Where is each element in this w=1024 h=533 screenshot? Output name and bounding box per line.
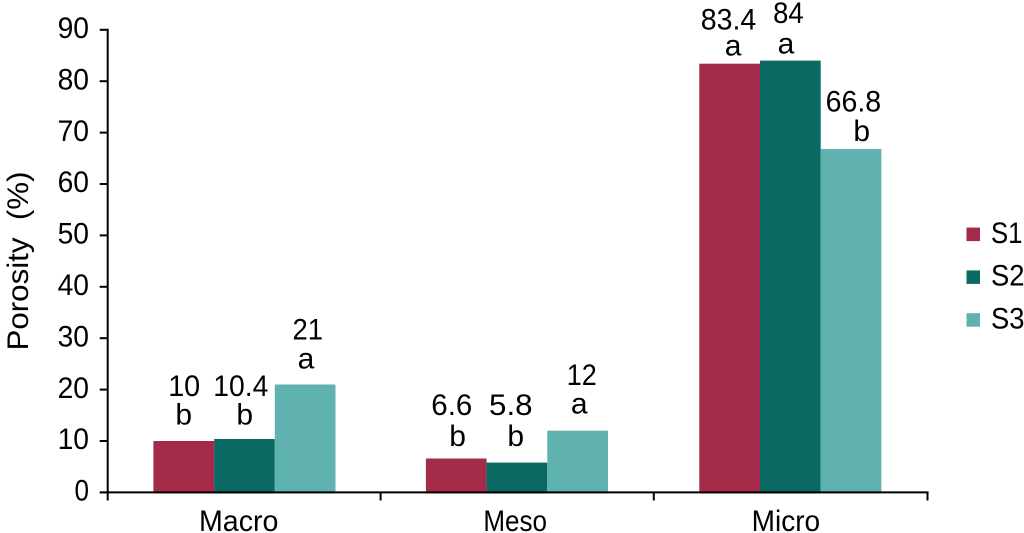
svg-text:a: a <box>571 388 588 421</box>
svg-text:5.8: 5.8 <box>489 389 533 422</box>
svg-text:b: b <box>449 420 466 453</box>
svg-text:66.8: 66.8 <box>826 85 882 118</box>
svg-text:a: a <box>298 343 315 376</box>
svg-text:70: 70 <box>58 115 89 148</box>
svg-text:S3: S3 <box>991 303 1024 336</box>
svg-text:10: 10 <box>58 423 89 456</box>
svg-text:60: 60 <box>58 166 89 199</box>
svg-text:S1: S1 <box>991 217 1023 250</box>
svg-text:a: a <box>778 28 795 61</box>
svg-text:10.4: 10.4 <box>213 370 268 403</box>
svg-text:a: a <box>725 30 742 63</box>
svg-text:b: b <box>236 399 253 432</box>
svg-text:50: 50 <box>58 218 89 251</box>
svg-text:84: 84 <box>773 0 804 30</box>
svg-text:Meso: Meso <box>483 505 547 533</box>
svg-text:Porosity (%): Porosity (%) <box>2 172 35 351</box>
svg-text:6.6: 6.6 <box>431 389 472 422</box>
svg-text:80: 80 <box>58 63 89 96</box>
svg-text:b: b <box>853 115 870 148</box>
svg-text:40: 40 <box>58 269 89 302</box>
svg-text:83.4: 83.4 <box>701 4 757 37</box>
svg-text:0: 0 <box>75 475 90 508</box>
svg-text:90: 90 <box>58 12 89 45</box>
svg-text:S2: S2 <box>991 260 1024 293</box>
svg-text:b: b <box>175 399 192 432</box>
svg-text:30: 30 <box>58 320 89 353</box>
svg-text:12: 12 <box>567 359 597 392</box>
svg-text:b: b <box>507 420 524 453</box>
svg-text:20: 20 <box>58 372 89 405</box>
svg-text:Micro: Micro <box>752 505 821 533</box>
svg-text:Macro: Macro <box>199 505 278 533</box>
svg-text:21: 21 <box>293 313 324 346</box>
svg-text:10: 10 <box>168 370 200 403</box>
